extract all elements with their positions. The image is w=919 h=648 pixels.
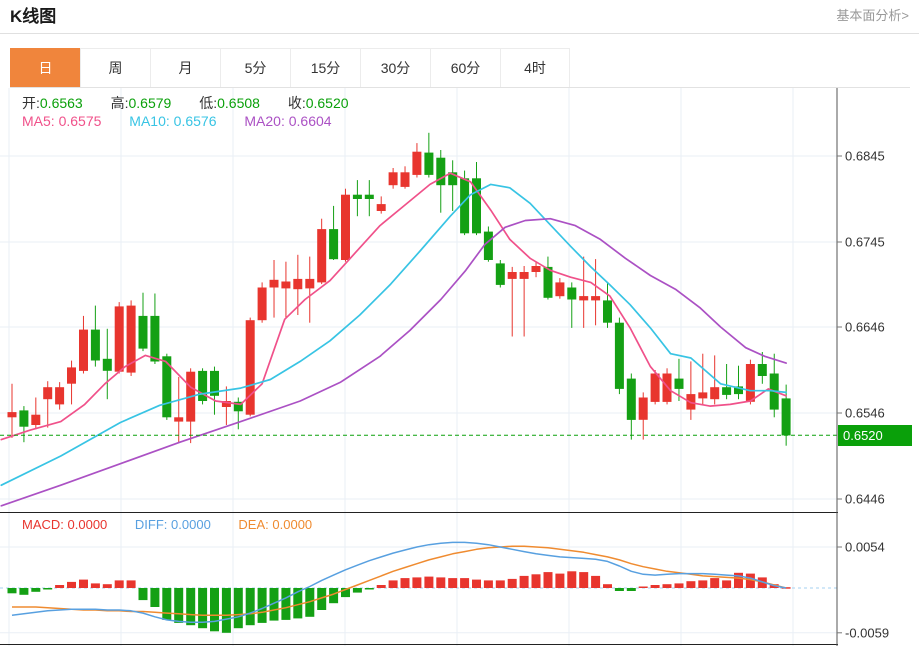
tab-4hour[interactable]: 4时 xyxy=(500,48,570,87)
candles xyxy=(7,132,791,446)
high-value: 高:0.6579 xyxy=(110,95,172,111)
svg-text:-0.0059: -0.0059 xyxy=(845,625,889,640)
main-candlestick-chart[interactable]: 0.6845 0.6745 0.6646 0.6546 0.6446 xyxy=(0,88,919,512)
ma5-value: MA5: 0.6575 xyxy=(22,113,102,129)
current-price-badge: 0.6520 xyxy=(838,425,912,446)
ohlc-legend: 开:0.6563 高:0.6579 低:0.6508 收:0.6520 xyxy=(22,93,373,113)
macd-histogram xyxy=(7,571,791,633)
main-gridlines xyxy=(0,88,837,512)
header-bar: K线图 基本面分析> xyxy=(0,0,919,27)
macd-value: MACD: 0.0000 xyxy=(22,517,108,532)
svg-text:0.6446: 0.6446 xyxy=(845,492,885,507)
tab-30min[interactable]: 30分 xyxy=(360,48,430,87)
svg-text:0.0054: 0.0054 xyxy=(845,540,885,555)
tab-day[interactable]: 日 xyxy=(10,48,80,87)
tab-60min[interactable]: 60分 xyxy=(430,48,500,87)
header-divider xyxy=(0,33,919,34)
macd-chart[interactable]: 0.0054 -0.0059 xyxy=(0,512,919,646)
tab-15min[interactable]: 15分 xyxy=(290,48,360,87)
main-y-axis: 0.6845 0.6745 0.6646 0.6546 0.6446 xyxy=(836,88,885,512)
ma-legend: MA5: 0.6575 MA10: 0.6576 MA20: 0.6604 xyxy=(22,113,356,129)
macd-gridlines xyxy=(0,512,837,646)
fundamental-analysis-link[interactable]: 基本面分析> xyxy=(836,8,909,23)
svg-text:0.6745: 0.6745 xyxy=(845,235,885,250)
close-value: 收:0.6520 xyxy=(287,95,349,111)
tab-month[interactable]: 月 xyxy=(150,48,220,87)
macd-y-axis: 0.0054 -0.0059 xyxy=(836,512,889,646)
dea-value: DEA: 0.0000 xyxy=(238,517,313,532)
low-value: 低:0.6508 xyxy=(199,95,260,111)
macd-legend: MACD: 0.0000 DIFF: 0.0000 DEA: 0.0000 xyxy=(22,517,336,532)
open-value: 开:0.6563 xyxy=(22,95,83,111)
svg-text:0.6845: 0.6845 xyxy=(845,149,885,164)
ma20-value: MA20: 0.6604 xyxy=(244,113,332,129)
svg-text:0.6646: 0.6646 xyxy=(845,320,885,335)
tab-5min[interactable]: 5分 xyxy=(220,48,290,87)
diff-value: DIFF: 0.0000 xyxy=(134,517,211,532)
macd-lines xyxy=(11,541,787,623)
ma10-value: MA10: 0.6576 xyxy=(129,113,217,129)
period-tab-bar: 日 周 月 5分 15分 30分 60分 4时 xyxy=(10,48,910,88)
svg-text:0.6546: 0.6546 xyxy=(845,406,885,421)
page-title: K线图 xyxy=(10,7,57,26)
tab-week[interactable]: 周 xyxy=(80,48,150,87)
ma-lines xyxy=(0,172,787,507)
